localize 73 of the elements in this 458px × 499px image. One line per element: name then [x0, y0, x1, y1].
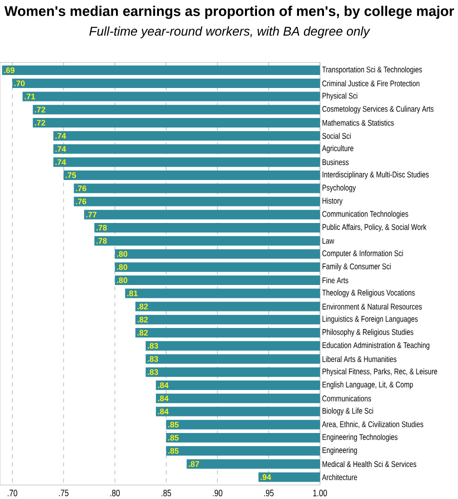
annotation: .74 — [55, 159, 66, 165]
annotation: .71 — [24, 94, 36, 100]
annotation: .83 — [148, 356, 158, 362]
annotation: .69 — [4, 67, 14, 74]
x-tick-label: .80 — [110, 490, 120, 496]
annotation: .72 — [34, 120, 46, 126]
x-tick-label: .75 — [59, 490, 68, 496]
y-tick-label: Liberal Arts & Humanities — [322, 356, 396, 362]
y-tick-label: Architecture — [322, 474, 358, 480]
y-tick-label: Interdisciplinary & Multi-Disc Studies — [322, 171, 429, 180]
y-tick-label: Medical & Health Sci & Services — [322, 460, 416, 468]
annotation: .84 — [158, 396, 169, 402]
annotation: .80 — [117, 277, 128, 284]
y-tick-label: Cosmetology Services & Culinary Arts — [322, 106, 434, 114]
chart-subtitle: Full-time year-round workers, with BA degree only — [89, 26, 370, 38]
annotation: .87 — [188, 461, 200, 467]
annotation: .76 — [76, 198, 86, 204]
y-tick-label: Communications — [322, 395, 372, 402]
y-tick-label: Philosophy & Religious Studies — [322, 328, 414, 337]
annotation: .77 — [86, 212, 96, 218]
annotation: .70 — [14, 80, 25, 86]
y-tick-label: History — [322, 198, 343, 206]
annotation: .80 — [117, 251, 128, 257]
x-tick-label: .90 — [212, 490, 222, 496]
annotation: .84 — [158, 408, 169, 414]
y-tick-label: Physical Sci — [322, 92, 358, 100]
y-tick-label: Communication Technologies — [322, 210, 408, 218]
y-tick-label: Fine Arts — [322, 277, 348, 284]
chart-title: Women's median earnings as proportion of men's, by college major — [4, 6, 454, 19]
annotation: .78 — [96, 238, 107, 244]
annotation: .72 — [34, 106, 46, 112]
annotation: .74 — [55, 133, 66, 139]
y-tick-label: Agriculture — [322, 145, 354, 153]
y-tick-label: Environment & Natural Resources — [322, 303, 422, 310]
y-tick-label: Family & Consumer Sci — [322, 263, 391, 271]
y-tick-label: Engineering Technologies — [322, 434, 398, 442]
annotation: .75 — [66, 172, 76, 178]
annotation: .82 — [138, 316, 148, 322]
annotation: .83 — [148, 343, 158, 349]
y-tick-label: Public Affairs, Policy, & Social Work — [322, 224, 426, 232]
annotation: .78 — [96, 224, 107, 231]
annotation: .94 — [260, 474, 272, 480]
x-tick-label: .95 — [264, 490, 274, 496]
y-tick-label: Linguistics & Foreign Languages — [322, 316, 418, 324]
annotation: .82 — [138, 330, 148, 336]
y-tick-label: Social Sci — [322, 132, 351, 139]
annotation: .84 — [158, 382, 169, 388]
y-tick-label: Law — [322, 238, 334, 244]
x-tick-label: 1.00 — [313, 490, 327, 496]
y-tick-label: Engineering — [322, 447, 357, 455]
annotation: .85 — [168, 434, 179, 441]
y-tick-label: Psychology — [322, 184, 356, 192]
y-tick-label: Mathematics & Statistics — [322, 120, 394, 126]
x-tick-label: .85 — [162, 490, 172, 496]
y-tick-label: Theology & Religious Vocations — [322, 290, 415, 298]
annotation: .85 — [168, 422, 179, 428]
annotation: .81 — [127, 290, 138, 296]
y-tick-label: Area, Ethnic, & Civilization Studies — [322, 421, 424, 428]
y-tick-label: Biology & Life Sci — [322, 408, 374, 416]
x-tick-label: .70 — [8, 490, 18, 496]
y-tick-label: Education Administration & Teaching — [322, 342, 430, 350]
annotation: .76 — [76, 186, 86, 192]
y-tick-label: Computer & Information Sci — [322, 250, 403, 258]
annotation: .83 — [148, 369, 158, 375]
annotation: .74 — [55, 146, 66, 152]
y-tick-label: Criminal Justice & Fire Protection — [322, 80, 420, 86]
annotation: .80 — [117, 264, 128, 270]
y-tick-label: Business — [322, 159, 349, 166]
annotation: .85 — [168, 448, 179, 454]
y-tick-label: Physical Fitness, Parks, Rec, & Leisure — [322, 368, 438, 376]
y-tick-label: Transportation Sci & Technologies — [322, 66, 422, 74]
y-tick-label: English Language, Lit, & Comp — [322, 381, 413, 390]
annotation: .82 — [138, 304, 148, 310]
